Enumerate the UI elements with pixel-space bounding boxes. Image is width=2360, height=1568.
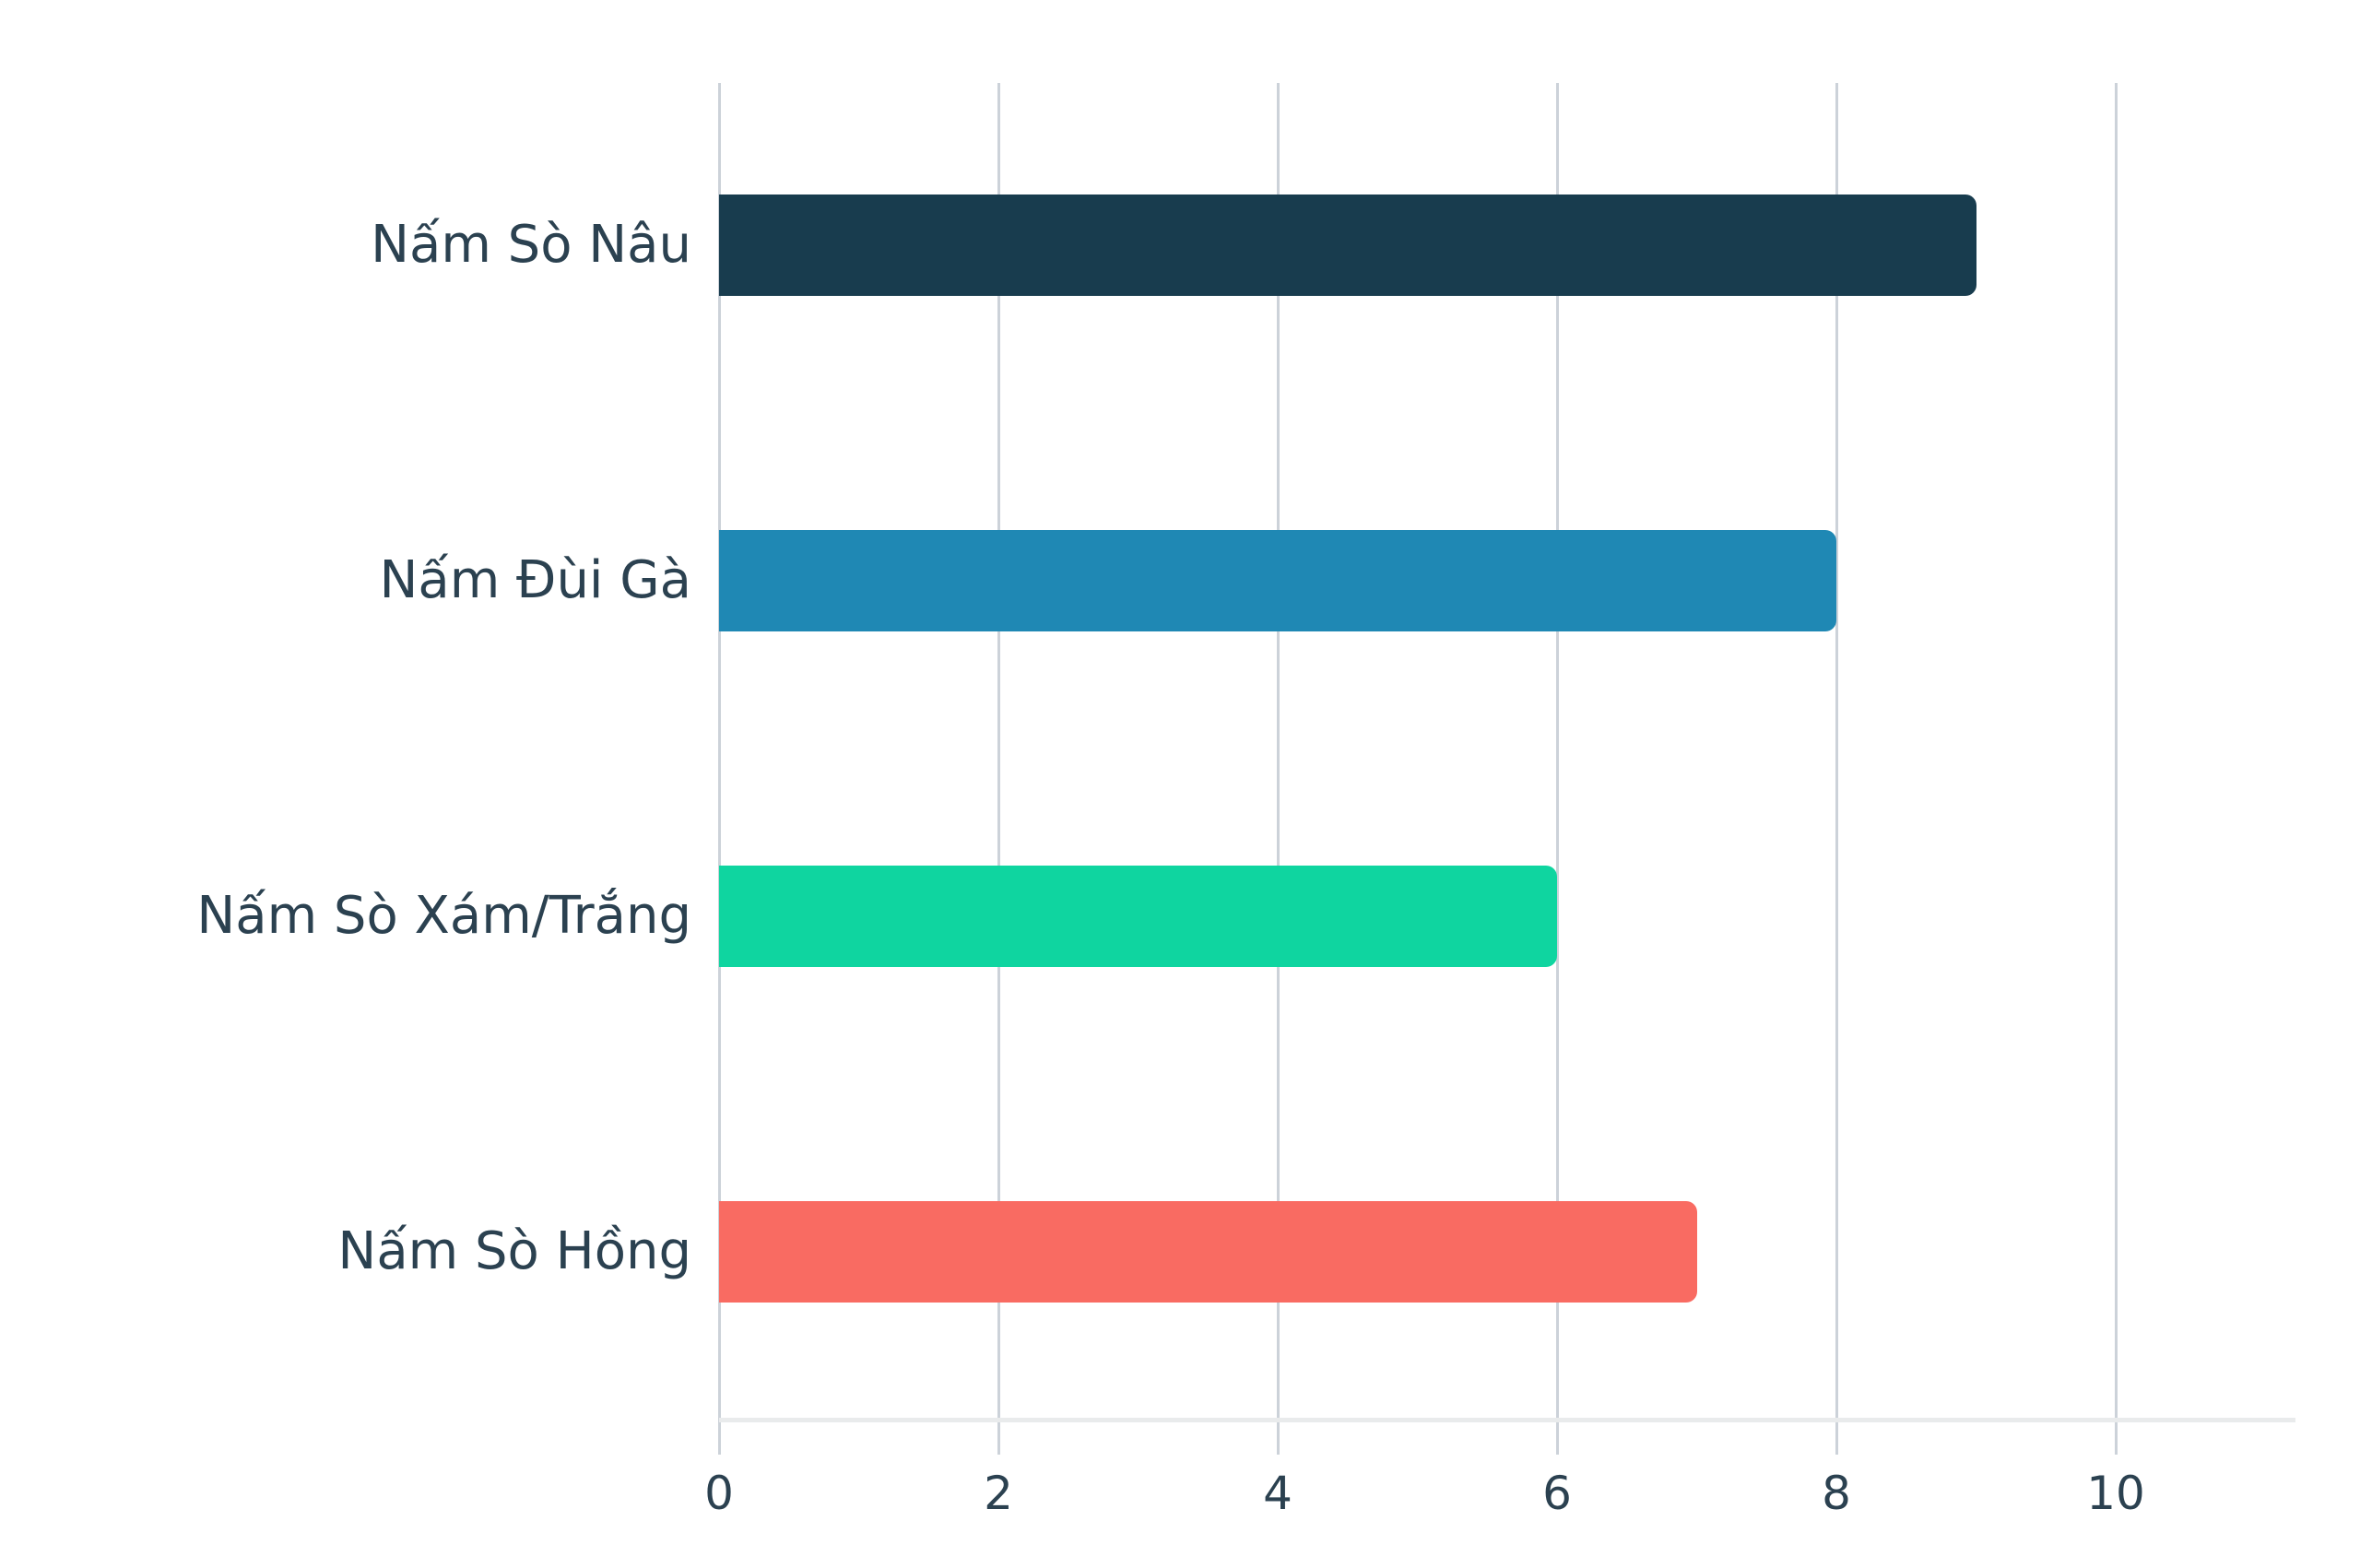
bar [719,195,1976,296]
gridline [717,83,721,1455]
x-tick-label: 10 [2086,1467,2145,1520]
gridline [2114,83,2118,1455]
category-label: Nấm Sò Xám/Trắng [196,886,691,946]
bar [719,1201,1697,1303]
x-tick-label: 4 [1263,1467,1292,1520]
x-axis-line [719,1418,2295,1422]
x-tick-label: 8 [1822,1467,1851,1520]
x-tick-label: 6 [1542,1467,1572,1520]
category-label: Nấm Sò Hồng [337,1221,691,1281]
gridline [1276,83,1280,1455]
bar [719,530,1836,631]
gridline [997,83,1000,1455]
x-tick-label: 2 [984,1467,1013,1520]
gridline [1835,83,1838,1455]
category-label: Nấm Sò Nâu [371,215,691,275]
x-tick-label: 0 [704,1467,734,1520]
bar [719,866,1557,967]
gridline [1555,83,1559,1455]
category-label: Nấm Đùi Gà [379,550,691,610]
